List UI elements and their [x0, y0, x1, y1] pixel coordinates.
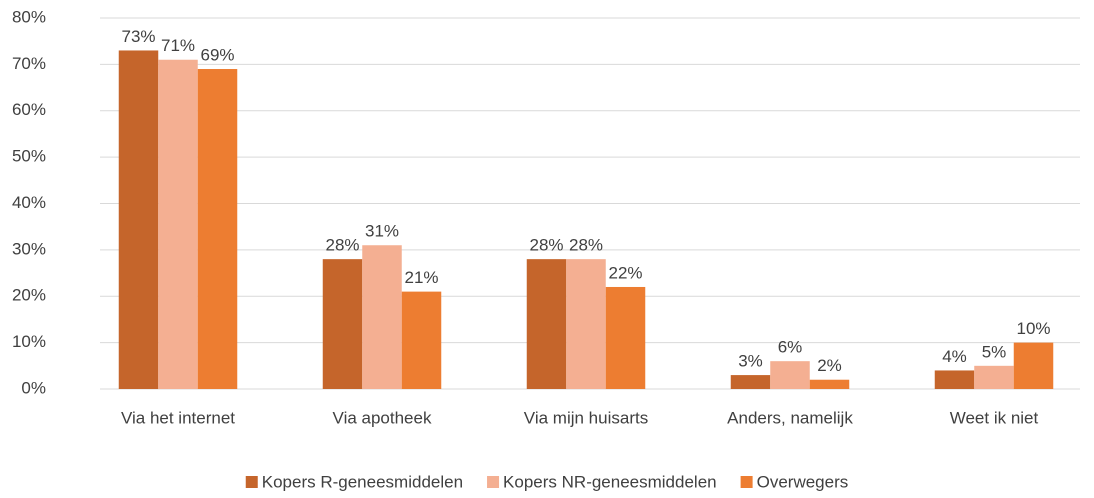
bar — [526, 259, 567, 389]
data-label: 5% — [982, 342, 1007, 361]
bar — [730, 375, 771, 389]
legend-label: Kopers R-geneesmiddelen — [262, 472, 463, 491]
data-label: 28% — [529, 236, 563, 255]
legend-label: Kopers NR-geneesmiddelen — [503, 472, 717, 491]
data-label: 31% — [365, 222, 399, 241]
x-tick-label: Via mijn huisarts — [524, 408, 648, 427]
x-tick-label: Weet ik niet — [950, 408, 1039, 427]
bar — [934, 370, 975, 389]
legend-label: Overwegers — [757, 472, 849, 491]
data-label: 4% — [942, 347, 967, 366]
y-tick-label: 80% — [12, 7, 46, 26]
y-tick-label: 10% — [12, 332, 46, 351]
data-label: 3% — [738, 352, 763, 371]
bar — [1013, 342, 1054, 389]
x-tick-label: Via apotheek — [333, 408, 432, 427]
y-tick-label: 40% — [12, 193, 46, 212]
y-tick-label: 30% — [12, 239, 46, 258]
data-label: 73% — [121, 27, 155, 46]
bar — [566, 259, 606, 389]
bar — [158, 59, 198, 390]
bar — [809, 379, 850, 389]
bar — [605, 286, 646, 389]
bar — [322, 259, 363, 389]
data-label: 6% — [778, 338, 803, 357]
data-label: 22% — [608, 263, 642, 282]
y-tick-label: 70% — [12, 54, 46, 73]
data-label: 28% — [325, 236, 359, 255]
data-label: 71% — [161, 36, 195, 55]
data-label: 21% — [404, 268, 438, 287]
legend-swatch — [740, 476, 753, 488]
bar — [770, 361, 810, 389]
legend-swatch — [245, 476, 258, 488]
data-label: 10% — [1016, 319, 1050, 338]
bar — [974, 365, 1014, 389]
data-label: 2% — [817, 356, 842, 375]
data-label: 69% — [200, 45, 234, 64]
y-tick-label: 50% — [12, 147, 46, 166]
y-tick-label: 20% — [12, 286, 46, 305]
data-label: 28% — [569, 236, 603, 255]
x-tick-label: Anders, namelijk — [727, 408, 853, 427]
bar — [118, 50, 159, 390]
bar — [362, 245, 402, 389]
y-tick-label: 60% — [12, 100, 46, 119]
legend-swatch — [487, 476, 500, 488]
bar — [197, 69, 238, 389]
y-tick-label: 0% — [21, 378, 46, 397]
x-tick-label: Via het internet — [121, 408, 235, 427]
bar — [401, 291, 442, 389]
